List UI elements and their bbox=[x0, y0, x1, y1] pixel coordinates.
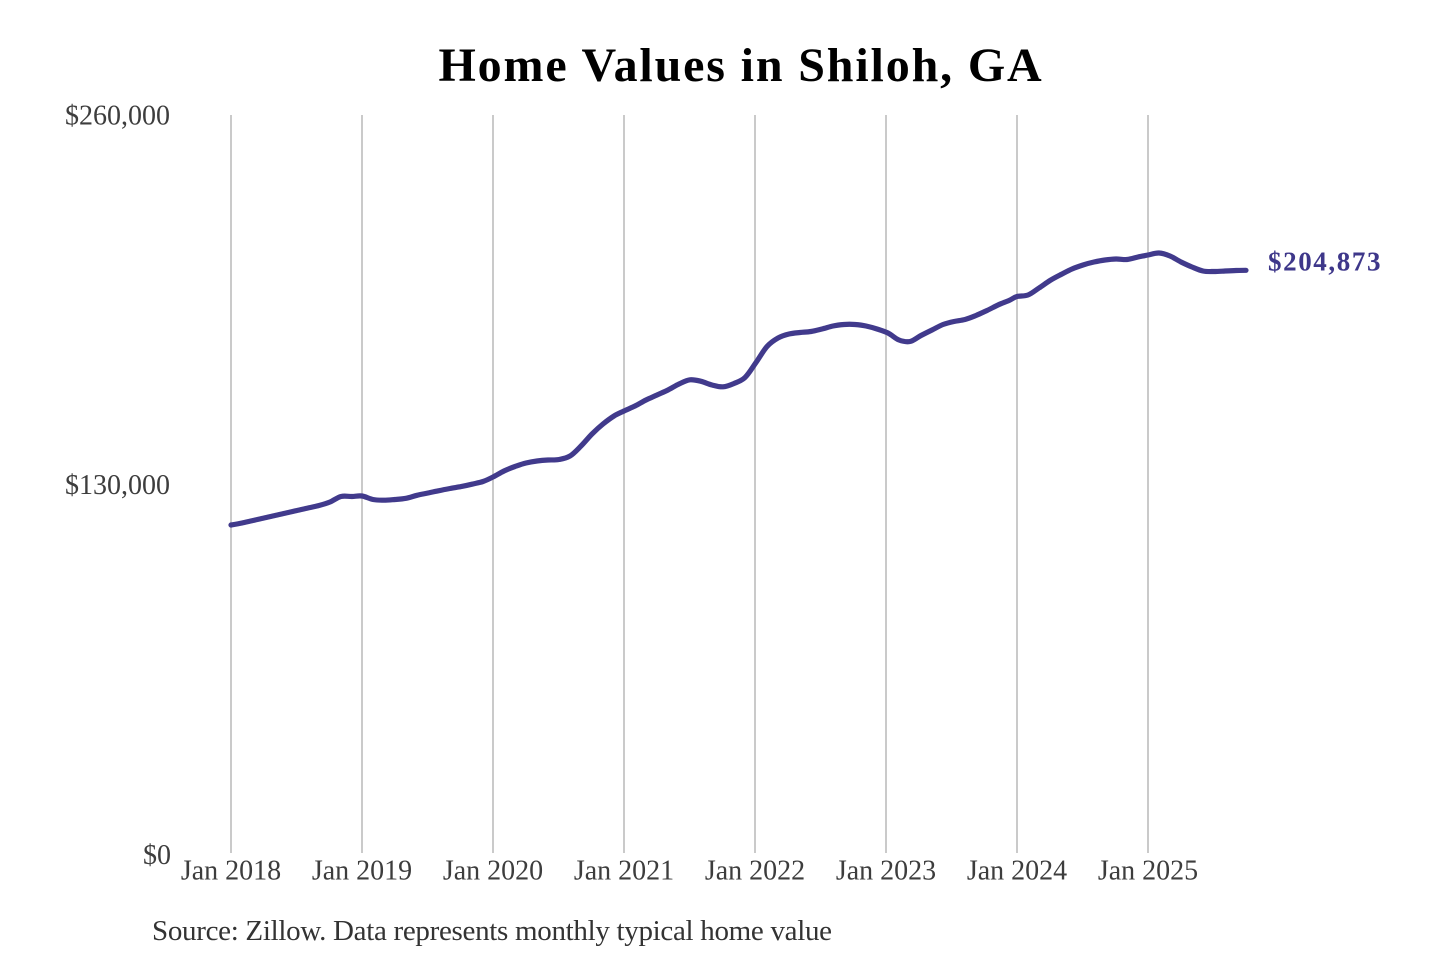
svg-text:$130,000: $130,000 bbox=[65, 470, 170, 501]
svg-text:Jan 2025: Jan 2025 bbox=[1098, 856, 1198, 887]
svg-text:Jan 2019: Jan 2019 bbox=[312, 856, 412, 887]
svg-text:Home Values in Shiloh, GA: Home Values in Shiloh, GA bbox=[438, 39, 1043, 92]
svg-text:$260,000: $260,000 bbox=[65, 101, 170, 132]
svg-text:Jan 2020: Jan 2020 bbox=[443, 856, 543, 887]
svg-text:$204,873: $204,873 bbox=[1268, 247, 1382, 277]
svg-text:$0: $0 bbox=[143, 840, 171, 871]
svg-text:Jan 2018: Jan 2018 bbox=[181, 856, 281, 887]
svg-text:Jan 2022: Jan 2022 bbox=[705, 856, 805, 887]
svg-text:Jan 2024: Jan 2024 bbox=[967, 856, 1067, 887]
svg-text:Jan 2023: Jan 2023 bbox=[836, 856, 936, 887]
svg-text:Jan 2021: Jan 2021 bbox=[574, 856, 674, 887]
svg-text:Source: Zillow. Data represent: Source: Zillow. Data represents monthly … bbox=[152, 915, 832, 947]
